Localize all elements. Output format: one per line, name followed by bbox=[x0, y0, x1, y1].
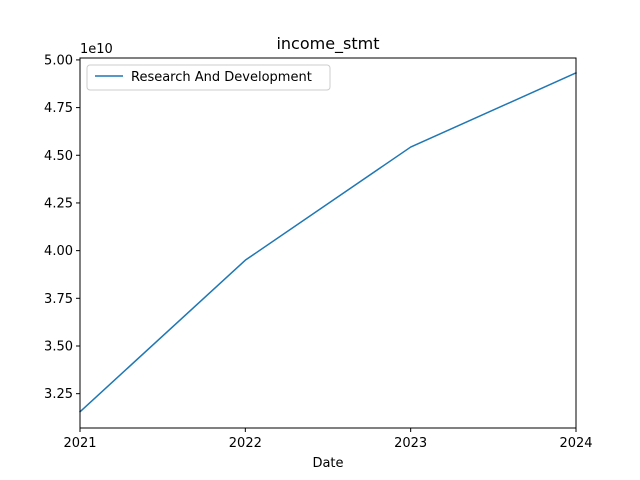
y-tick-label: 5.00 bbox=[44, 53, 73, 68]
y-tick-label: 3.25 bbox=[44, 387, 73, 402]
y-tick-label: 4.75 bbox=[44, 101, 73, 116]
legend: Research And Development bbox=[86, 64, 331, 91]
x-tick-label: 2021 bbox=[63, 436, 96, 451]
y-axis-offset-label: 1e10 bbox=[80, 42, 113, 57]
legend-label: Research And Development bbox=[131, 70, 312, 85]
chart-title: income_stmt bbox=[276, 34, 379, 54]
y-axis: 3.25 3.50 3.75 4.00 4.25 4.50 4.75 5.00 bbox=[44, 53, 80, 402]
plot-area bbox=[80, 58, 576, 428]
y-tick-label: 4.25 bbox=[44, 196, 73, 211]
x-axis: 2021 2022 2023 2024 bbox=[63, 428, 593, 451]
x-tick-label: 2023 bbox=[394, 436, 427, 451]
legend-box bbox=[86, 64, 331, 91]
plot-frame bbox=[79, 57, 577, 429]
y-tick-label: 3.75 bbox=[44, 292, 73, 307]
x-tick-label: 2022 bbox=[229, 436, 262, 451]
y-tick-label: 4.00 bbox=[44, 244, 73, 259]
x-axis-label: Date bbox=[312, 456, 343, 471]
y-tick-label: 3.50 bbox=[44, 339, 73, 354]
series-line-0 bbox=[78, 71, 577, 413]
y-tick-label: 4.50 bbox=[44, 149, 73, 164]
x-tick-label: 2024 bbox=[559, 436, 592, 451]
